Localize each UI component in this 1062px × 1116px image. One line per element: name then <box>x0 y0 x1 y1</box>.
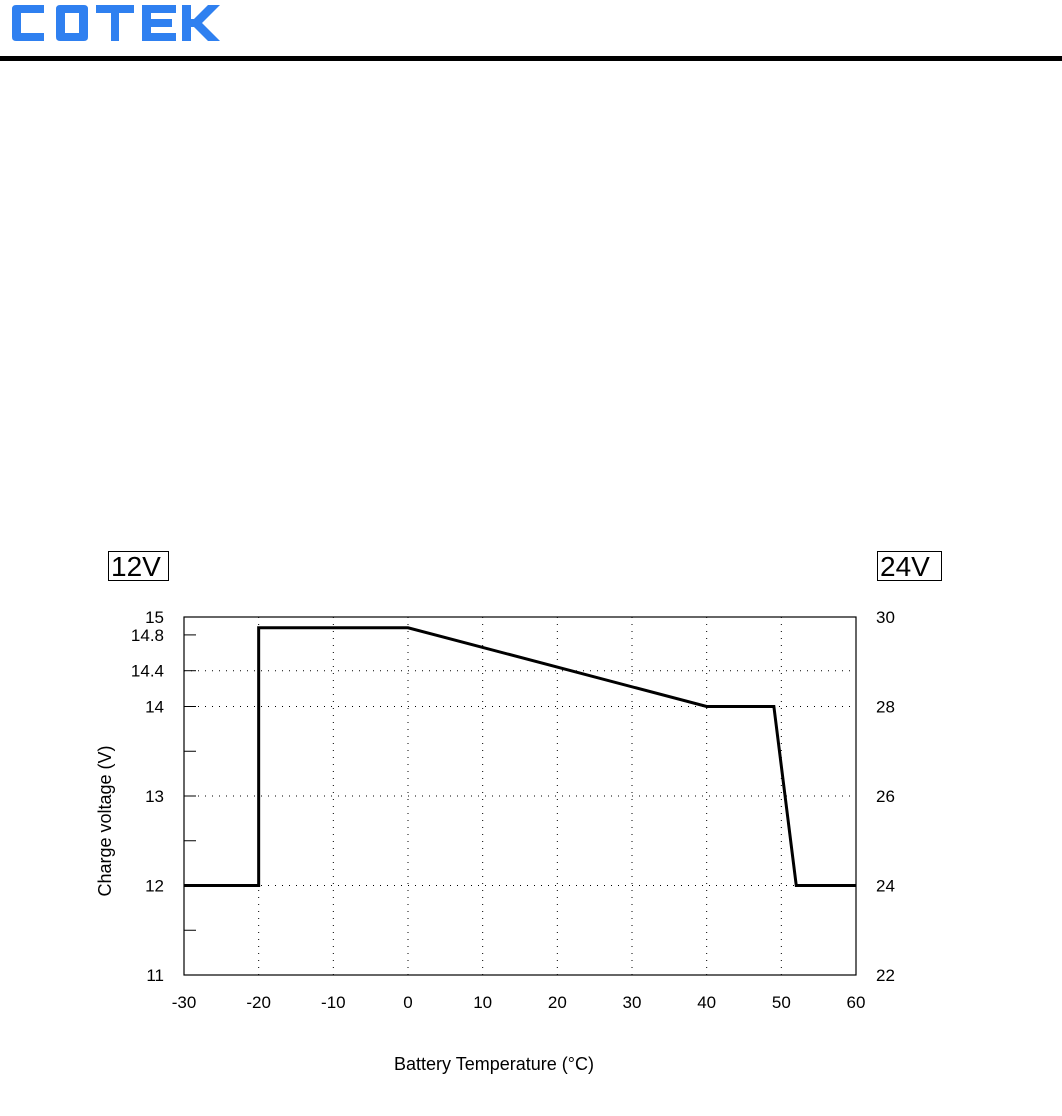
x-tick-label: 10 <box>473 993 492 1012</box>
y-tick-label: 11 <box>146 966 164 985</box>
series-line-0 <box>184 626 856 887</box>
voltage-badge-12v: 12V <box>108 551 169 582</box>
x-tick-label: 0 <box>403 993 412 1012</box>
x-tick-label: 30 <box>623 993 642 1012</box>
x-tick-label: -30 <box>172 993 197 1012</box>
logo-letter-o <box>56 5 88 41</box>
header-rule <box>0 56 1062 61</box>
y-tick-label: 15 <box>145 608 164 627</box>
x-axis-title: Battery Temperature (°C) <box>394 1054 594 1074</box>
x-tick-label: 60 <box>847 993 866 1012</box>
x-tick-label: 50 <box>772 993 791 1012</box>
y-tick-label: 14.4 <box>131 662 164 681</box>
y2-tick-label: 26 <box>876 787 895 806</box>
voltage-badge-24v: 24V <box>877 551 942 582</box>
y-tick-label: 14.8 <box>131 626 164 645</box>
x-tick-label: -10 <box>321 993 346 1012</box>
x-tick-label: -20 <box>246 993 271 1012</box>
y2-tick-label: 22 <box>876 966 895 985</box>
x-tick-label: 40 <box>697 993 716 1012</box>
cotek-logo <box>12 5 220 41</box>
y-tick-label: 12 <box>145 877 164 896</box>
y2-tick-label: 30 <box>876 608 895 627</box>
y2-tick-label: 24 <box>876 877 895 896</box>
x-tick-label: 20 <box>548 993 567 1012</box>
y-axis-title: Charge voltage (V) <box>95 745 115 896</box>
logo-letter-c <box>12 5 44 41</box>
logo-letter-e <box>142 5 176 41</box>
y2-tick-label: 28 <box>876 698 895 717</box>
logo-letter-k <box>182 5 220 41</box>
y-tick-label: 13 <box>145 787 164 806</box>
y-tick-label: 14 <box>145 698 164 717</box>
logo-letter-t <box>96 5 134 41</box>
